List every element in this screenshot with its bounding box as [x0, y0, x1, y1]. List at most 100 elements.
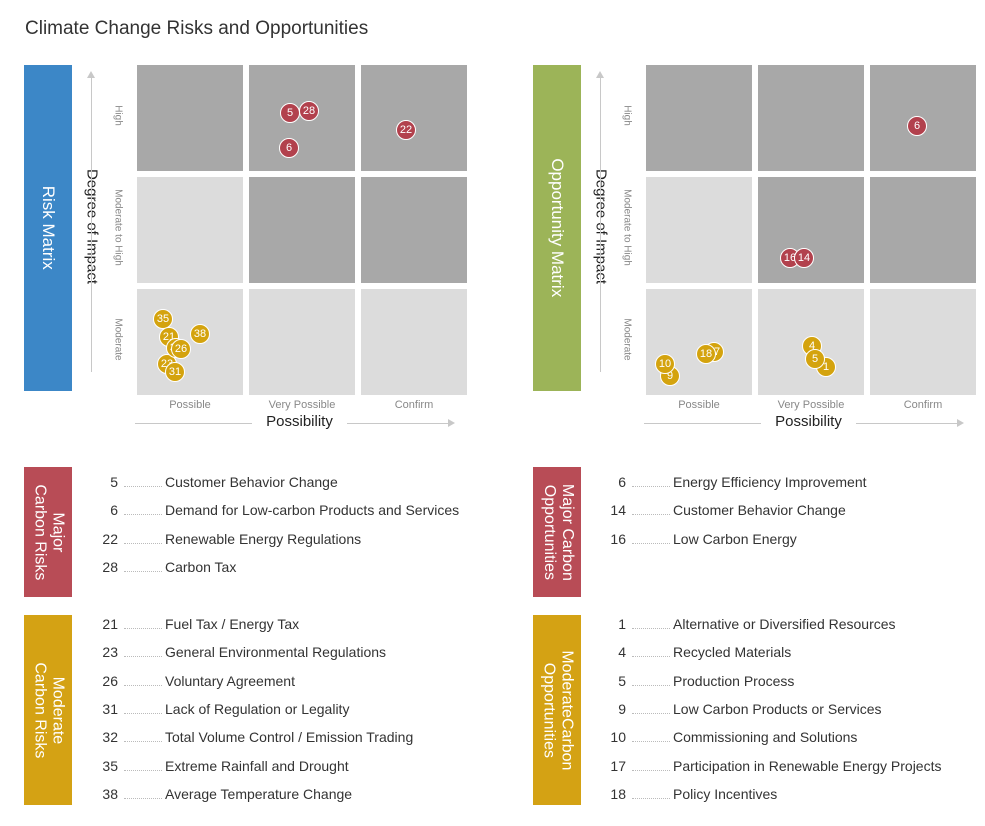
major_risks-legend-row: 28 Carbon Tax: [78, 559, 498, 581]
risk-point-26: 26: [171, 339, 191, 359]
moderate-opps-label-line-2: Opportunities: [540, 662, 558, 758]
risk-point-35: 35: [153, 309, 173, 329]
moderate_risks-legend-num: 38: [102, 785, 118, 802]
moderate_risks-legend-leader: [124, 797, 162, 799]
major_opps-legend-text: Customer Behavior Change: [673, 502, 846, 519]
major_risks-legend-row: 5 Customer Behavior Change: [78, 474, 498, 496]
moderate_risks-legend-row: 21 Fuel Tax / Energy Tax: [78, 616, 498, 638]
moderate_risks-legend-num: 32: [102, 729, 118, 746]
moderate_opps-legend-text: Participation in Renewable Energy Projec…: [673, 757, 942, 774]
moderate_opps-legend-num: 1: [618, 616, 626, 632]
moderate-risks-label-line-2: Carbon Risks: [31, 661, 48, 759]
major_risks-legend-leader: [124, 542, 162, 544]
risk-cell-r2-c2: [249, 177, 355, 283]
moderate_opps-legend-text: Alternative or Diversified Resources: [673, 616, 896, 632]
moderate_risks-legend-num: 23: [102, 644, 118, 661]
opportunity-y-level-2: Moderate to High: [621, 189, 633, 266]
opportunity-x-level-2: Very Possible: [777, 399, 845, 411]
moderate_opps-legend-text: Production Process: [673, 672, 795, 689]
moderate_risks-legend-leader: [124, 684, 162, 686]
opportunity-point-18: 18: [696, 344, 716, 364]
opportunity-matrix-label-bar: Opportunity Matrix: [533, 65, 581, 391]
moderate_opps-legend-num: 18: [610, 785, 626, 802]
major-risks-label-line-1: Major: [49, 511, 67, 552]
risk-cell-r2-c1: [137, 177, 243, 283]
moderate_risks-legend-text: Total Volume Control / Emission Trading: [165, 729, 414, 746]
moderate_risks-legend-text: Voluntary Agreement: [165, 672, 295, 689]
page-title: Climate Change Risks and Opportunities: [25, 18, 369, 39]
moderate_opps-legend-row: 18 Policy Incentives: [586, 786, 985, 808]
opportunity-x-level-3: Confirm: [903, 399, 943, 411]
risk-point-28: 28: [299, 101, 319, 121]
risk-cell-r3-c2: [249, 289, 355, 395]
major_risks-legend-leader: [124, 486, 162, 487]
risk-y-axis-arrow: [87, 71, 95, 372]
major-opps-label-bar: Major Carbon Opportunities: [533, 467, 581, 597]
major_risks-legend-text: Carbon Tax: [165, 558, 237, 575]
major_opps-legend-leader: [632, 542, 670, 544]
major_opps-legend-row: 14 Customer Behavior Change: [586, 502, 985, 524]
moderate_risks-legend-num: 35: [102, 757, 118, 774]
risk-point-38: 38: [190, 324, 210, 344]
major_opps-legend-row: 16 Low Carbon Energy: [586, 531, 985, 553]
risk-point-31: 31: [165, 362, 185, 382]
moderate_opps-legend-row: 10 Commissioning and Solutions: [586, 729, 985, 751]
moderate-risks-label-bar: Moderate Carbon Risks: [24, 615, 72, 805]
moderate_risks-legend-leader: [124, 656, 162, 658]
moderate_risks-legend-leader: [124, 712, 162, 714]
moderate_opps-legend-text: Commissioning and Solutions: [673, 729, 858, 746]
opportunity-cell-r2-c1: [646, 177, 752, 283]
moderate_risks-legend-text: Average Temperature Change: [165, 785, 353, 802]
moderate_opps-legend-leader: [632, 741, 670, 743]
risk-x-level-2: Very Possible: [268, 399, 336, 411]
major-risks-label-bar: Major Carbon Risks: [24, 467, 72, 597]
opportunity-y-axis-arrow: [596, 71, 604, 372]
opportunity-y-level-3: Moderate: [621, 318, 633, 361]
risk-point-5: 5: [280, 103, 300, 123]
opportunity-cell-r2-c2: [758, 177, 864, 283]
moderate_opps-legend-leader: [632, 797, 670, 799]
opportunity-y-axis-title: Degree of Impact: [592, 168, 610, 285]
major_opps-legend-num: 16: [610, 530, 626, 547]
moderate_risks-legend-leader: [124, 741, 162, 743]
risk-cell-r1-c3: [361, 65, 467, 171]
moderate_opps-legend-row: 4 Recycled Materials: [586, 644, 985, 666]
opportunity-y-level-1: High: [621, 105, 633, 126]
opportunity-cell-r1-c1: [646, 65, 752, 171]
major_risks-legend-row: 22 Renewable Energy Regulations: [78, 531, 498, 553]
moderate_risks-legend-row: 32 Total Volume Control / Emission Tradin…: [78, 729, 498, 751]
major_opps-legend-text: Low Carbon Energy: [673, 530, 797, 547]
moderate_opps-legend-text: Low Carbon Products or Services: [673, 700, 882, 717]
major_risks-legend-leader: [124, 570, 162, 572]
moderate-opps-label-line-1: ModerateCarbon: [558, 649, 576, 771]
moderate_risks-legend-row: 35 Extreme Rainfall and Drought: [78, 758, 498, 780]
risk-y-level-1: High: [112, 105, 124, 126]
moderate_opps-legend-num: 10: [610, 729, 626, 746]
moderate_risks-legend-num: 21: [102, 616, 118, 632]
moderate_risks-legend-row: 31 Lack of Regulation or Legality: [78, 701, 498, 723]
major_risks-legend-num: 5: [110, 474, 118, 490]
moderate_opps-legend-row: 9 Low Carbon Products or Services: [586, 701, 985, 723]
moderate-risks-label-line-1: Moderate: [49, 676, 67, 744]
major_risks-legend-row: 6 Demand for Low-carbon Products and Serv…: [78, 502, 498, 524]
major_risks-legend-text: Demand for Low-carbon Products and Servi…: [165, 502, 460, 519]
major_risks-legend-text: Renewable Energy Regulations: [165, 530, 362, 547]
moderate_opps-legend-leader: [632, 656, 670, 658]
moderate_opps-legend-row: 1 Alternative or Diversified Resources: [586, 616, 985, 638]
risk-y-level-3: Moderate: [112, 318, 124, 361]
moderate_risks-legend-text: Extreme Rainfall and Drought: [165, 757, 349, 774]
moderate-opps-label-bar: ModerateCarbon Opportunities: [533, 615, 581, 805]
risk-x-axis-title: Possibility: [252, 413, 347, 430]
moderate_opps-legend-leader: [632, 712, 670, 714]
moderate_risks-legend-text: General Environmental Regulations: [165, 644, 387, 661]
moderate_opps-legend-text: Recycled Materials: [673, 644, 792, 661]
major-risks-label-line-2: Carbon Risks: [31, 483, 48, 581]
opportunity-x-level-1: Possible: [678, 399, 720, 411]
major_risks-legend-num: 22: [102, 530, 118, 547]
risk-y-axis-title-mask: [82, 163, 102, 291]
major_risks-legend-leader: [124, 514, 162, 516]
moderate_opps-legend-leader: [632, 628, 670, 629]
major_opps-legend-text: Energy Efficiency Improvement: [673, 474, 867, 490]
moderate_risks-legend-text: Lack of Regulation or Legality: [165, 700, 350, 717]
moderate_opps-legend-leader: [632, 769, 670, 771]
